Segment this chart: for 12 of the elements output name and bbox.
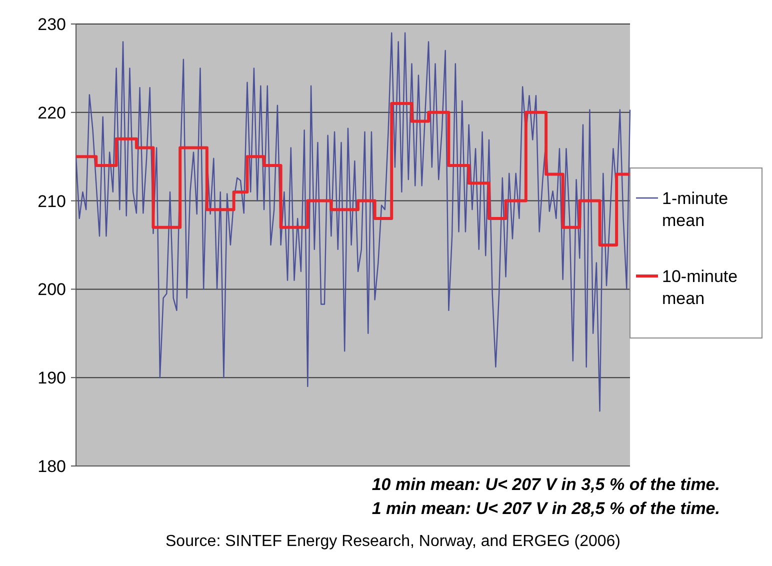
text: 1 min mean: U< 207 V in 28,5 % of the time. bbox=[372, 499, 720, 518]
y-tick-label: 210 bbox=[38, 192, 66, 211]
legend-label: 1-minute mean bbox=[662, 188, 728, 230]
y-tick-label: 230 bbox=[38, 14, 66, 34]
line-series bbox=[75, 32, 631, 412]
legend-label: 10-minute mean bbox=[662, 266, 738, 308]
y-tick-label: 220 bbox=[38, 103, 66, 122]
source-note: Source: SINTEF Energy Research, Norway, and ERGEG (2006) bbox=[166, 533, 620, 550]
text: 10 min mean: U< 207 V in 3,5 % of the time. bbox=[372, 475, 720, 494]
y-tick-label: 200 bbox=[38, 280, 66, 300]
y-tick-label: 190 bbox=[38, 368, 66, 388]
y-tick-label: 180 bbox=[38, 456, 66, 476]
